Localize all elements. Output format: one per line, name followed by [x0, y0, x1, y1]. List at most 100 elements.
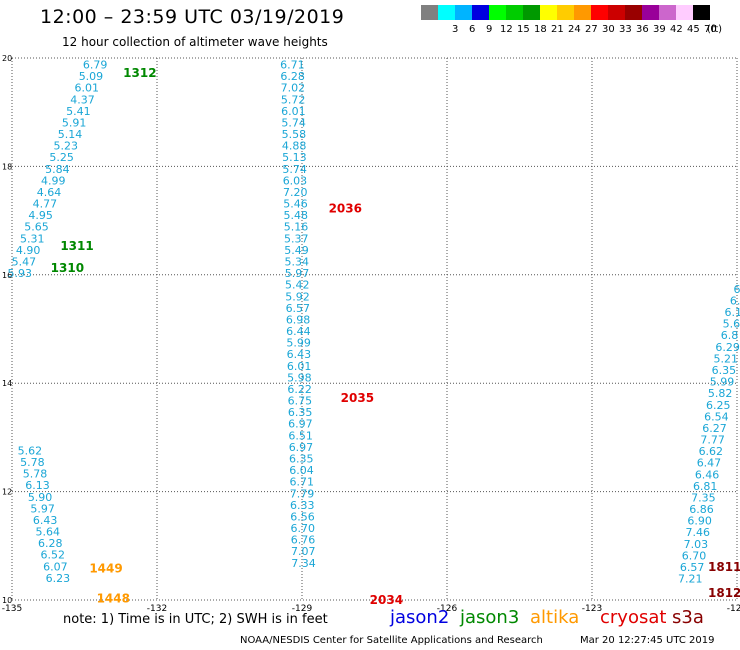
lat-tick-label: 12	[2, 488, 12, 497]
time-label: 1449	[89, 562, 122, 576]
swh-value: 6.43	[287, 348, 312, 361]
swh-value: 4.95	[28, 209, 53, 222]
swh-value: 6.98	[286, 313, 311, 326]
legend-label: 30	[602, 24, 615, 35]
swh-value: 5.74	[282, 163, 307, 176]
legend-label: 15	[517, 24, 530, 35]
legend-swatch	[489, 5, 506, 20]
swh-value: 7.46	[685, 526, 710, 539]
swh-value: 6.28	[38, 537, 63, 550]
swh-value: 6.27	[702, 422, 727, 435]
legend-label: 45	[687, 24, 700, 35]
swh-value: 6.22	[287, 383, 312, 396]
swh-value: 6.71	[280, 59, 305, 72]
swh-value: 5.65	[24, 221, 49, 234]
swh-value: 5.97	[285, 267, 310, 280]
legend-swatch	[574, 5, 591, 20]
swh-value: 6.46	[695, 468, 720, 481]
satellite-legend-altika: altika	[530, 607, 580, 628]
swh-value: 6.35	[712, 364, 737, 377]
swh-value: 5.09	[79, 70, 104, 83]
swh-value: 5.16	[284, 221, 309, 234]
legend-swatch	[591, 5, 608, 20]
swh-value: 7.34	[291, 557, 316, 570]
time-label: 1811	[708, 560, 740, 574]
swh-value: 7.79	[290, 487, 315, 500]
swh-value: 6	[734, 283, 740, 296]
swh-value: 6.1	[725, 306, 740, 319]
satellite-legend-s3a: s3a	[672, 607, 704, 628]
swh-value: 6.35	[288, 406, 313, 419]
swh-value: 5.48	[283, 209, 308, 222]
swh-value: 6.07	[43, 560, 68, 573]
swh-value: 6.71	[289, 476, 314, 489]
legend-swatch	[523, 5, 540, 20]
swh-value: 6.54	[704, 410, 729, 423]
legend-swatch	[693, 5, 710, 20]
legend-label: 42	[670, 24, 683, 35]
lat-tick-label: 18	[2, 162, 12, 171]
swh-value: 7.21	[678, 573, 703, 586]
swh-value: 5.72	[281, 93, 306, 106]
swh-value: 6.01	[75, 82, 100, 95]
swh-value: 5.31	[20, 232, 45, 245]
swh-value: 4.88	[282, 140, 307, 153]
swh-value: 5.78	[23, 468, 48, 481]
swh-value: 6.8	[721, 329, 739, 342]
time-label: 2035	[341, 391, 374, 405]
swh-value: 6.70	[291, 522, 316, 535]
legend-label: 6	[469, 24, 476, 35]
satellite-legend-jason3: jason3	[460, 607, 520, 628]
swh-value: 6.03	[283, 174, 308, 187]
swh-value: 6.57	[286, 302, 311, 315]
legend-label: 12	[500, 24, 513, 35]
swh-value: 5.90	[28, 491, 53, 504]
legend-swatch	[506, 5, 523, 20]
lat-tick-label: 14	[2, 379, 12, 388]
time-label: 2034	[370, 593, 403, 607]
time-label: 2036	[329, 202, 362, 216]
swh-value: 6.28	[280, 70, 305, 83]
swh-value: 5.23	[54, 140, 79, 153]
swh-value: 6.51	[288, 429, 313, 442]
swh-value: 7.77	[700, 434, 725, 447]
swh-value: 6.86	[689, 503, 714, 516]
legend-swatch	[676, 5, 693, 20]
swh-value: 6.97	[289, 441, 314, 454]
swh-value: 7.35	[691, 491, 716, 504]
time-label: 1311	[60, 239, 93, 253]
legend-swatch	[557, 5, 574, 20]
generated-timestamp: Mar 20 12:27:45 UTC 2019	[580, 635, 715, 646]
legend-label: 3	[452, 24, 459, 35]
swh-value: 5.25	[49, 151, 74, 164]
swh-value: 5.41	[66, 105, 91, 118]
swh-value: 6.04	[289, 464, 314, 477]
legend-label: 70	[704, 24, 717, 35]
swh-value: 5.14	[58, 128, 83, 141]
swh-value: 4.64	[37, 186, 62, 199]
swh-value: 6.23	[46, 572, 71, 585]
lon-tick-label: -126	[437, 604, 458, 614]
time-label: 1310	[51, 261, 84, 275]
swh-value: 5.58	[282, 128, 307, 141]
legend-label: 21	[551, 24, 564, 35]
time-label: 1312	[123, 66, 156, 80]
swh-value: 5.91	[62, 116, 87, 129]
legend-swatch	[472, 5, 489, 20]
legend-swatch	[438, 5, 455, 20]
swh-value: 5.62	[18, 444, 43, 457]
satellite-legend-jason2: jason2	[390, 607, 450, 628]
swh-value: 5.93	[7, 267, 32, 280]
swh-value: 6.	[730, 294, 740, 307]
swh-value: 5.64	[35, 526, 60, 539]
swh-value: 5.98	[287, 371, 312, 384]
legend-label: 9	[486, 24, 493, 35]
swh-value: 6.70	[682, 549, 707, 562]
legend-label: 33	[619, 24, 632, 35]
swh-value: 5.34	[285, 255, 310, 268]
legend-label: 36	[636, 24, 649, 35]
legend-label: 39	[653, 24, 666, 35]
swh-value: 5.74	[281, 116, 306, 129]
swh-value: 6.44	[286, 325, 311, 338]
